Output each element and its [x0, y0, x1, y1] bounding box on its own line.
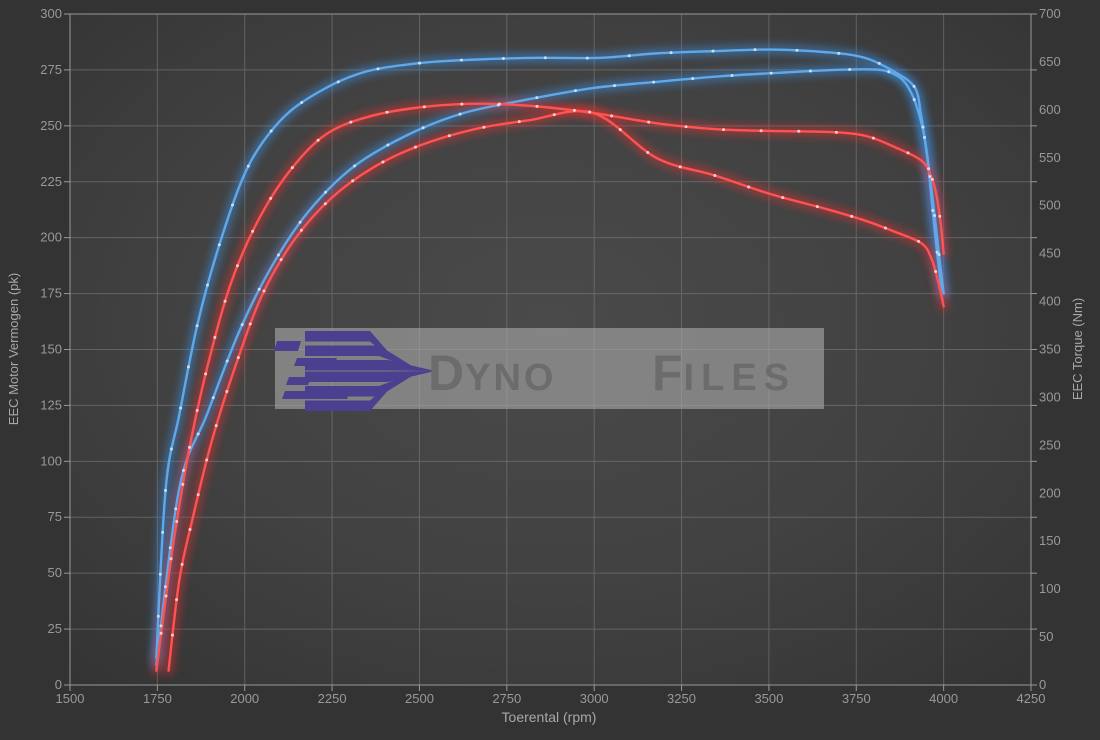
svg-text:450: 450 [1039, 246, 1061, 261]
svg-text:500: 500 [1039, 198, 1061, 213]
svg-text:2000: 2000 [230, 691, 259, 706]
svg-text:275: 275 [40, 62, 62, 77]
svg-text:300: 300 [1039, 389, 1061, 404]
svg-text:50: 50 [48, 565, 62, 580]
svg-text:75: 75 [48, 509, 62, 524]
svg-text:125: 125 [40, 397, 62, 412]
svg-text:Toerental (rpm): Toerental (rpm) [502, 709, 597, 725]
svg-text:EEC Torque (Nm): EEC Torque (Nm) [1070, 298, 1085, 400]
svg-text:4000: 4000 [929, 691, 958, 706]
svg-text:1500: 1500 [56, 691, 85, 706]
svg-text:0: 0 [1039, 677, 1046, 692]
svg-text:3500: 3500 [754, 691, 783, 706]
svg-text:600: 600 [1039, 102, 1061, 117]
svg-text:250: 250 [40, 118, 62, 133]
svg-text:2500: 2500 [405, 691, 434, 706]
svg-text:150: 150 [40, 342, 62, 357]
svg-text:3000: 3000 [580, 691, 609, 706]
svg-text:400: 400 [1039, 294, 1061, 309]
svg-text:2250: 2250 [318, 691, 347, 706]
svg-text:100: 100 [40, 453, 62, 468]
svg-text:200: 200 [1039, 485, 1061, 500]
svg-text:350: 350 [1039, 342, 1061, 357]
svg-text:550: 550 [1039, 150, 1061, 165]
svg-text:3250: 3250 [667, 691, 696, 706]
svg-text:4250: 4250 [1017, 691, 1046, 706]
svg-text:EEC Motor Vermogen (pk): EEC Motor Vermogen (pk) [6, 273, 21, 425]
svg-text:225: 225 [40, 174, 62, 189]
svg-text:25: 25 [48, 621, 62, 636]
svg-text:3750: 3750 [842, 691, 871, 706]
svg-text:2750: 2750 [492, 691, 521, 706]
svg-text:0: 0 [55, 677, 62, 692]
svg-text:700: 700 [1039, 6, 1061, 21]
svg-text:1750: 1750 [143, 691, 172, 706]
svg-text:50: 50 [1039, 629, 1053, 644]
svg-text:100: 100 [1039, 581, 1061, 596]
svg-text:175: 175 [40, 286, 62, 301]
svg-text:300: 300 [40, 6, 62, 21]
svg-text:200: 200 [40, 230, 62, 245]
svg-text:650: 650 [1039, 54, 1061, 69]
svg-text:250: 250 [1039, 437, 1061, 452]
svg-text:150: 150 [1039, 533, 1061, 548]
